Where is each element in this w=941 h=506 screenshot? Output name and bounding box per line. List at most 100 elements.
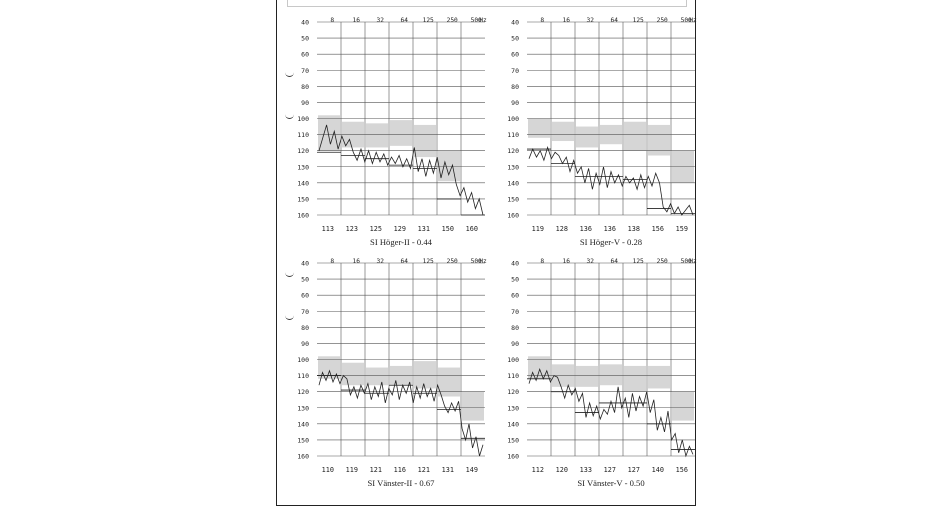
y-tick-label: 40 — [511, 19, 519, 27]
y-tick-label: 160 — [507, 453, 519, 461]
x-tick-label-bottom: 127 — [628, 466, 640, 474]
x-tick-label-top: 250 — [657, 258, 668, 265]
x-tick-label-bottom: 119 — [532, 225, 544, 233]
x-tick-label-bottom: 159 — [676, 225, 688, 233]
reference-band — [576, 126, 598, 148]
y-tick-label: 160 — [297, 212, 309, 220]
x-tick-label-bottom: 149 — [466, 466, 478, 474]
reference-band — [624, 121, 646, 151]
y-tick-label: 60 — [301, 292, 309, 300]
x-tick-label-bottom: 156 — [676, 466, 688, 474]
y-tick-label: 110 — [297, 372, 309, 380]
y-tick-label: 120 — [507, 147, 519, 155]
y-tick-label: 130 — [297, 163, 309, 171]
y-tick-label: 150 — [507, 436, 519, 444]
x-tick-label-bottom: 128 — [556, 225, 568, 233]
y-tick-label: 100 — [297, 356, 309, 364]
y-tick-label: 50 — [301, 35, 309, 43]
x-tick-label-top: 32 — [586, 258, 594, 265]
x-tick-label-bottom: 112 — [532, 466, 544, 474]
x-tick-label-top: 64 — [610, 258, 618, 265]
y-tick-label: 80 — [511, 324, 519, 332]
y-tick-label: 120 — [297, 388, 309, 396]
y-tick-label: 140 — [507, 420, 519, 428]
y-tick-label: 90 — [301, 340, 309, 348]
x-tick-label-top: 250 — [657, 17, 668, 24]
x-tick-label-top: Hz — [689, 258, 697, 265]
reference-band — [672, 391, 694, 421]
y-tick-label: 80 — [301, 324, 309, 332]
reference-band — [318, 115, 340, 151]
reference-band — [414, 124, 436, 158]
y-tick-label: 100 — [507, 115, 519, 123]
chart-caption: SI Höger-V - 0.28 — [580, 237, 642, 247]
x-tick-label-top: Hz — [479, 258, 487, 265]
y-tick-label: 70 — [511, 308, 519, 316]
y-tick-label: 150 — [507, 195, 519, 203]
x-tick-label-bottom: 116 — [394, 466, 406, 474]
reference-band — [438, 367, 460, 397]
x-tick-label-top: Hz — [689, 17, 697, 24]
x-tick-label-bottom: 133 — [580, 466, 592, 474]
reference-band — [648, 124, 670, 156]
y-tick-label: 100 — [507, 356, 519, 364]
chart-caption: SI Vänster-V - 0.50 — [577, 478, 644, 488]
y-tick-label: 60 — [301, 51, 309, 59]
reference-band — [414, 361, 436, 389]
x-tick-label-top: 64 — [610, 17, 618, 24]
y-tick-label: 50 — [301, 276, 309, 284]
chart-panel-vanster-ii: 40 50 60 70 80 90 100 110 120 130 140 150 160 8 16 32 64… — [297, 258, 487, 488]
y-tick-label: 130 — [507, 163, 519, 171]
x-tick-label-top: 16 — [352, 17, 360, 24]
y-tick-label: 70 — [511, 67, 519, 75]
y-tick-label: 130 — [507, 404, 519, 412]
x-tick-label-bottom: 120 — [556, 466, 568, 474]
data-series-line — [318, 124, 484, 216]
y-tick-label: 60 — [511, 292, 519, 300]
x-tick-label-top: 16 — [562, 258, 570, 265]
x-tick-label-top: 500 — [471, 258, 482, 265]
x-tick-label-top: 125 — [423, 258, 434, 265]
x-tick-label-bottom: 136 — [580, 225, 592, 233]
x-tick-label-top: Hz — [479, 17, 487, 24]
x-tick-label-top: 500 — [681, 17, 692, 24]
reference-band — [624, 365, 646, 392]
y-tick-label: 130 — [297, 404, 309, 412]
y-tick-label: 150 — [297, 195, 309, 203]
x-tick-label-top: 32 — [376, 17, 384, 24]
y-tick-label: 110 — [507, 131, 519, 139]
y-tick-label: 40 — [301, 260, 309, 268]
y-tick-label: 40 — [301, 19, 309, 27]
y-tick-label: 60 — [511, 51, 519, 59]
x-tick-label-top: 32 — [586, 17, 594, 24]
x-tick-label-bottom: 113 — [322, 225, 334, 233]
chart-panel-vanster-v: 40 50 60 70 80 90 100 110 120 130 140 150 160 8 16 32 64… — [507, 258, 697, 488]
x-tick-label-bottom: 138 — [628, 225, 640, 233]
y-tick-label: 70 — [301, 308, 309, 316]
scanned-page: 40 50 60 70 80 90 100 110 120 130 140 150 160 8 16 32 64… — [276, 0, 697, 506]
x-tick-label-top: 125 — [423, 17, 434, 24]
x-tick-label-top: 8 — [330, 17, 334, 24]
x-tick-label-top: 16 — [352, 258, 360, 265]
x-tick-label-bottom: 150 — [442, 225, 454, 233]
y-tick-label: 50 — [511, 276, 519, 284]
margin-mark — [285, 112, 294, 119]
reference-band — [648, 365, 670, 389]
x-tick-label-top: 32 — [376, 258, 384, 265]
x-tick-label-bottom: 129 — [394, 225, 406, 233]
y-tick-label: 160 — [297, 453, 309, 461]
x-tick-label-top: 250 — [447, 17, 458, 24]
y-tick-label: 140 — [297, 420, 309, 428]
x-tick-label-bottom: 119 — [346, 466, 358, 474]
x-tick-label-top: 125 — [633, 258, 644, 265]
chart-caption: SI Vänster-II - 0.67 — [368, 478, 436, 488]
chart-panel-hoger-ii: 40 50 60 70 80 90 100 110 120 130 140 150 160 8 16 32 64… — [297, 17, 487, 247]
x-tick-label-top: 500 — [681, 258, 692, 265]
y-tick-label: 140 — [507, 179, 519, 187]
y-tick-label: 140 — [297, 179, 309, 187]
y-tick-label: 150 — [297, 436, 309, 444]
y-tick-label: 70 — [301, 67, 309, 75]
x-tick-label-bottom: 127 — [604, 466, 616, 474]
x-tick-label-bottom: 131 — [442, 466, 454, 474]
x-tick-label-bottom: 121 — [370, 466, 382, 474]
